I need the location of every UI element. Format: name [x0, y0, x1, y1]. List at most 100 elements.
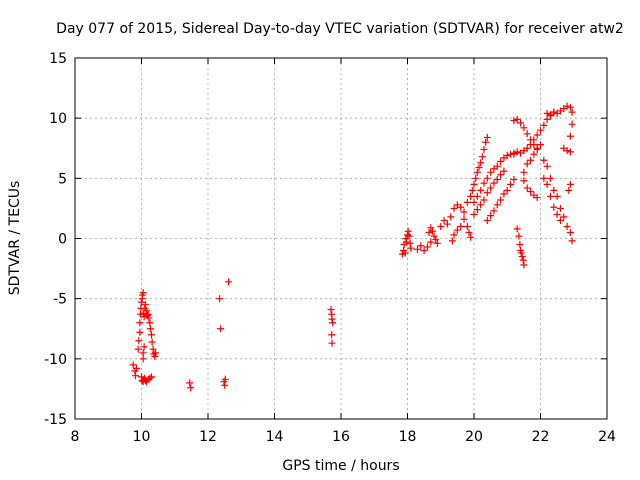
- data-point: [480, 179, 488, 187]
- data-point: [221, 375, 229, 383]
- data-point: [480, 196, 488, 204]
- data-point: [556, 204, 564, 212]
- data-point: [135, 337, 143, 345]
- data-point: [328, 339, 336, 347]
- data-point: [527, 156, 535, 164]
- data-point: [483, 216, 491, 224]
- tick-labels: 8 10 12 14 16 18 20 22 24 -15 -10 -5 0 5 10 15: [44, 51, 616, 445]
- data-point: [428, 227, 436, 235]
- data-point: [482, 138, 490, 146]
- data-point: [523, 144, 531, 152]
- data-point: [423, 243, 431, 251]
- data-point: [517, 249, 525, 257]
- data-point: [563, 147, 571, 155]
- data-point: [483, 133, 491, 141]
- data-point: [520, 261, 528, 269]
- data-point: [140, 343, 148, 351]
- data-point: [487, 168, 495, 176]
- data-point: [413, 245, 421, 253]
- data-point: [520, 168, 528, 176]
- data-point: [443, 220, 451, 228]
- data-point: [463, 222, 471, 230]
- data-point: [142, 307, 150, 315]
- data-point: [403, 238, 411, 246]
- data-point: [141, 301, 149, 309]
- data-point: [186, 379, 194, 387]
- data-point: [465, 228, 473, 236]
- data-point: [329, 319, 337, 327]
- data-point: [530, 136, 538, 144]
- data-point: [480, 145, 488, 153]
- data-point: [433, 239, 441, 247]
- data-point: [475, 164, 483, 172]
- data-point: [477, 186, 485, 194]
- data-point: [187, 384, 195, 392]
- data-point: [447, 213, 455, 221]
- data-point: [519, 256, 527, 264]
- data-point: [477, 201, 485, 209]
- data-point: [523, 160, 531, 168]
- data-point: [497, 196, 505, 204]
- data-point: [513, 148, 521, 156]
- data-point: [568, 108, 576, 116]
- data-point: [133, 364, 141, 372]
- data-point: [327, 305, 335, 313]
- data-point: [470, 210, 478, 218]
- data-point: [151, 349, 159, 357]
- data-point: [530, 150, 538, 158]
- data-point: [510, 176, 518, 184]
- data-point: [523, 130, 531, 138]
- y-tick-label: 10: [49, 111, 67, 127]
- data-point: [149, 345, 157, 353]
- data-point: [151, 352, 159, 360]
- data-point: [472, 174, 480, 182]
- data-point: [533, 145, 541, 153]
- data-point: [440, 216, 448, 224]
- data-point: [404, 227, 412, 235]
- data-point: [563, 222, 571, 230]
- data-point: [134, 345, 142, 353]
- data-point: [566, 103, 574, 111]
- data-point: [147, 373, 155, 381]
- data-point: [500, 190, 508, 198]
- data-point: [420, 247, 428, 255]
- data-point: [138, 298, 145, 306]
- data-point: [483, 174, 491, 182]
- data-point: [556, 216, 564, 224]
- data-point: [136, 319, 144, 327]
- data-point: [568, 120, 576, 128]
- axis-ticks: [74, 57, 608, 420]
- y-tick-label: 5: [58, 171, 67, 187]
- data-point: [560, 213, 568, 221]
- data-point: [503, 186, 511, 194]
- data-point: [518, 253, 526, 261]
- data-point: [216, 295, 224, 303]
- data-point: [503, 151, 511, 159]
- data-point: [147, 331, 155, 339]
- data-point: [139, 289, 147, 297]
- data-point: [543, 115, 551, 123]
- data-point: [533, 131, 541, 139]
- data-point: [457, 222, 465, 230]
- data-point: [520, 124, 528, 132]
- data-point: [404, 231, 411, 239]
- x-tick-label: 10: [133, 429, 151, 445]
- data-point: [513, 115, 521, 123]
- data-point: [490, 207, 498, 215]
- data-points: [129, 102, 576, 392]
- x-tick-label: 16: [332, 429, 350, 445]
- data-point: [540, 121, 548, 129]
- data-point: [550, 108, 558, 116]
- data-point: [129, 361, 137, 369]
- data-point: [148, 338, 156, 346]
- x-tick-label: 12: [199, 429, 217, 445]
- data-point: [516, 241, 524, 249]
- data-point: [517, 119, 525, 127]
- data-point: [543, 109, 551, 117]
- data-point: [470, 180, 478, 188]
- data-point: [401, 249, 409, 257]
- data-point: [500, 167, 508, 175]
- data-point: [493, 162, 501, 170]
- data-point: [563, 102, 571, 110]
- data-point: [477, 159, 485, 167]
